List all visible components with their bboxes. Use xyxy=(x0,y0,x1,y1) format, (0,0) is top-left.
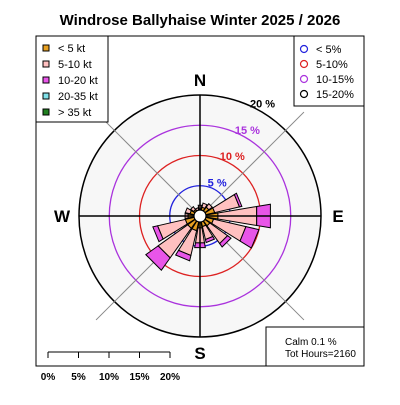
ring-marker-0 xyxy=(299,44,309,54)
direction-north: N xyxy=(194,71,206,90)
ring-labels: 5 % 10 % 15 % 20 % xyxy=(208,99,276,190)
scale-bar: 0% 5% 10% 15% 20% xyxy=(41,351,180,383)
calm-box: Calm 0.1 % Tot Hours=2160 xyxy=(265,326,365,367)
sector-14-s5_10 xyxy=(189,205,197,213)
scale-label-1: 5% xyxy=(71,372,86,383)
ring-label-15: 15 % xyxy=(235,125,260,137)
calm-box-frame xyxy=(265,326,365,367)
sector-9-s10_20 xyxy=(174,249,192,262)
speed-swatch-2 xyxy=(42,76,50,84)
speed-swatch-1 xyxy=(42,60,50,68)
sector-13-s5_10 xyxy=(184,207,192,215)
ring-label-1: 5-10% xyxy=(316,59,348,71)
spoke-outer-135 xyxy=(285,301,305,321)
direction-south: S xyxy=(194,344,205,363)
direction-west: W xyxy=(54,207,71,226)
scale-label-3: 15% xyxy=(129,372,149,383)
ring-label-5: 5 % xyxy=(208,177,227,189)
ring-legend: < 5% 5-10% 10-15% 15-20% xyxy=(293,35,365,107)
speed-swatch-0 xyxy=(42,44,50,52)
spoke-outer-45 xyxy=(285,111,305,131)
sector-11-s10_20 xyxy=(152,225,164,243)
chart-title: Windrose Ballyhaise Winter 2025 / 2026 xyxy=(60,12,341,29)
sector-6-s10_20 xyxy=(219,235,232,248)
speed-label-3: 20-35 kt xyxy=(58,91,98,103)
scale-label-2: 10% xyxy=(99,372,119,383)
scale-label-0: 0% xyxy=(41,372,56,383)
sector-3-s10_20 xyxy=(233,192,243,208)
plot-frame xyxy=(35,35,365,367)
sector-10-s10_20 xyxy=(145,245,171,271)
sector-2-s5_10 xyxy=(205,202,214,211)
sector-7-s10_20 xyxy=(204,235,216,244)
ring-label-2: 10-15% xyxy=(316,74,354,86)
rose-spokes xyxy=(95,111,305,321)
ring-label-0: < 5% xyxy=(316,44,342,56)
speed-label-0: < 5 kt xyxy=(58,43,85,55)
direction-east: E xyxy=(332,207,343,226)
calm-center-circle xyxy=(193,209,207,223)
speed-swatch-4 xyxy=(42,108,50,116)
ring-marker-2 xyxy=(299,74,309,84)
spoke-outer-225 xyxy=(95,301,115,321)
speed-label-2: 10-20 kt xyxy=(58,75,98,87)
spoke-315 xyxy=(114,130,201,217)
sector-1-s5_10 xyxy=(201,202,208,209)
speed-label-4: > 35 kt xyxy=(58,107,91,119)
ring-marker-3 xyxy=(299,89,309,99)
speed-label-1: 5-10 kt xyxy=(58,59,92,71)
ring-label-3: 15-20% xyxy=(316,89,354,101)
scale-label-4: 20% xyxy=(160,372,180,383)
speed-legend: < 5 kt 5-10 kt 10-20 kt 20-35 kt > 35 kt xyxy=(35,35,109,123)
total-hours-text: Tot Hours=2160 xyxy=(285,349,356,360)
calm-percent-text: Calm 0.1 % xyxy=(285,337,337,348)
speed-swatch-3 xyxy=(42,92,50,100)
ring-label-10: 10 % xyxy=(220,151,245,163)
ring-label-20: 20 % xyxy=(250,99,275,111)
ring-marker-1 xyxy=(299,59,309,69)
spoke-45 xyxy=(199,130,286,217)
sector-5-s10_20 xyxy=(239,226,260,249)
